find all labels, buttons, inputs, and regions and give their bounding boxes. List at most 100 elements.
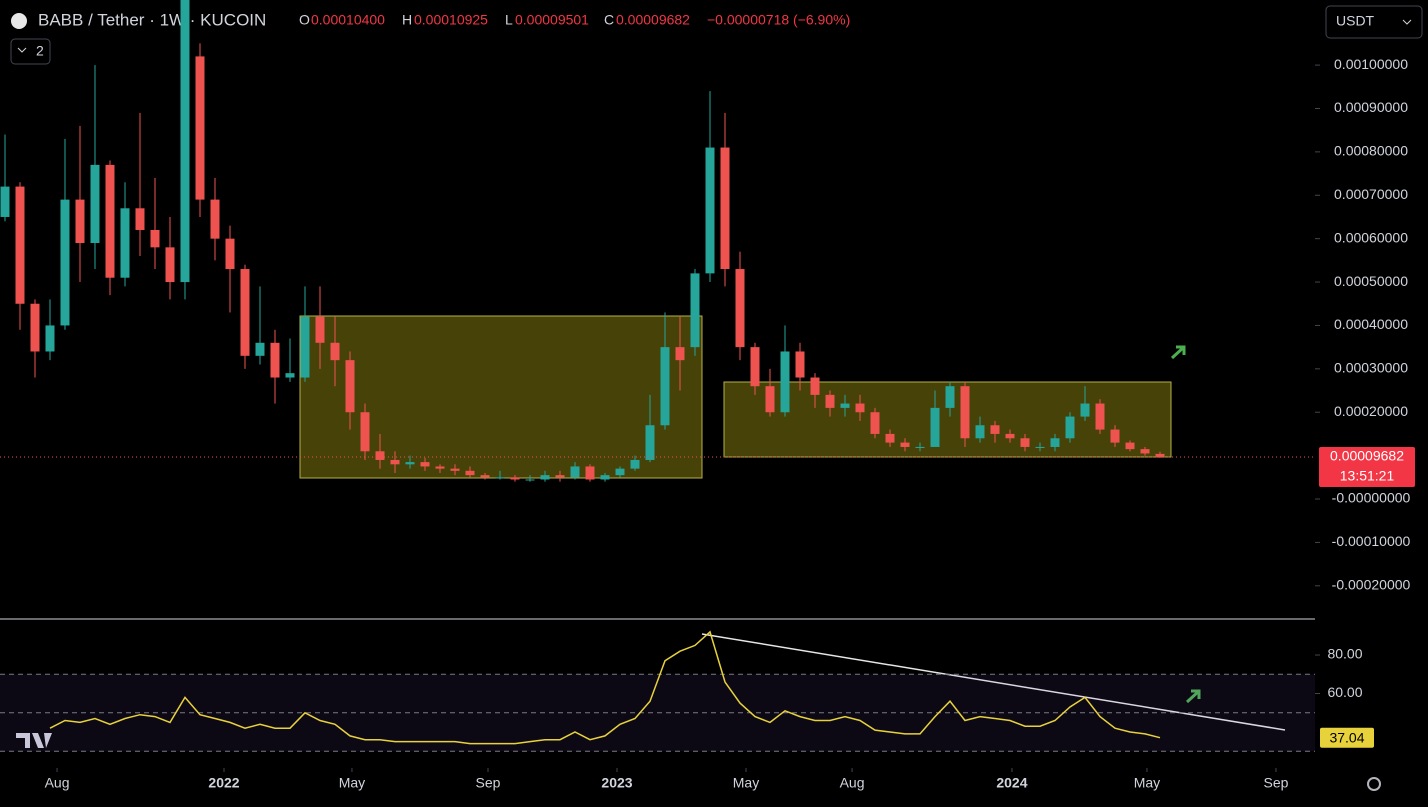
- candle-body: [1155, 453, 1165, 458]
- candle-body: [570, 466, 580, 478]
- x-tick-label: Sep: [1263, 775, 1288, 791]
- candle-body: [15, 186, 25, 304]
- candle-body: [900, 442, 910, 447]
- candle-body: [105, 164, 115, 278]
- candle-body: [420, 462, 430, 467]
- range-box: [299, 315, 703, 479]
- candle-body: [390, 459, 400, 465]
- candle-body: [285, 373, 295, 378]
- symbol-logo: [11, 13, 27, 29]
- x-tick-label: 2024: [996, 775, 1027, 791]
- ohlc-value: 0.00010400: [311, 12, 385, 28]
- candle-body: [225, 238, 235, 270]
- candle-body: [135, 208, 145, 230]
- candle-body: [1140, 449, 1150, 454]
- indicators-toggle[interactable]: [10, 38, 51, 65]
- candle-body: [825, 394, 835, 408]
- tv-logo: [16, 733, 52, 748]
- candle-body: [0, 186, 10, 217]
- y-tick-label: -0.00000000: [1332, 490, 1411, 506]
- change: −0.00000718 (−6.90%): [707, 12, 850, 28]
- x-tick-label: Aug: [45, 775, 70, 791]
- currency-select[interactable]: [1325, 5, 1423, 39]
- y-tick-label: 0.00030000: [1334, 360, 1408, 376]
- candle-body: [1110, 429, 1120, 443]
- candle-body: [150, 229, 160, 248]
- candle-body: [960, 386, 970, 439]
- symbol: BABB / Tether · 1W · KUCOIN: [38, 10, 266, 29]
- candle-body: [90, 164, 100, 243]
- chevron: [1402, 19, 1412, 25]
- candle-body: [435, 466, 445, 469]
- y-tick-label: 0.00090000: [1334, 99, 1408, 115]
- candle-body: [1080, 403, 1090, 417]
- candle-body: [615, 468, 625, 476]
- candle-body: [480, 475, 490, 478]
- candle-body: [675, 347, 685, 361]
- arrow-icon: [1170, 345, 1186, 360]
- candle-body: [930, 407, 940, 447]
- x-tick-label: May: [1134, 775, 1160, 791]
- x-tick-label: Aug: [840, 775, 865, 791]
- candle-body: [1125, 442, 1135, 450]
- candle-body: [1065, 416, 1075, 439]
- settings-icon[interactable]: [1367, 777, 1381, 791]
- candle-body: [510, 477, 520, 480]
- candle-body: [1095, 403, 1105, 430]
- countdown: 13:51:21: [1340, 468, 1395, 484]
- y-tick-label: 0.00050000: [1334, 273, 1408, 289]
- y-tick-label: 0.00100000: [1334, 56, 1408, 72]
- candle-body: [1005, 433, 1015, 439]
- rsi-line: [49, 630, 1161, 745]
- candle-body: [375, 451, 385, 460]
- candle-body: [270, 342, 280, 378]
- candle-body: [45, 325, 55, 352]
- y-tick-label: 0.00060000: [1334, 229, 1408, 245]
- arrow-icon: [1185, 689, 1201, 704]
- y-tick-label: 80.00: [1327, 646, 1362, 662]
- last-price-label: 0.00009682: [1330, 448, 1404, 464]
- y-tick-label: -0.00010000: [1332, 533, 1411, 549]
- y-tick-label: 0.00080000: [1334, 143, 1408, 159]
- candles: [0, 0, 1165, 482]
- candle-body: [1050, 438, 1060, 447]
- y-tick-label: -0.00020000: [1332, 577, 1411, 593]
- currency: USDT: [1336, 13, 1375, 29]
- ohlc-value: 0.00009501: [515, 12, 589, 28]
- candle-body: [660, 347, 670, 426]
- x-tick-label: May: [733, 775, 759, 791]
- rsi-value-label: 37.04: [1329, 729, 1364, 745]
- ohlc-key: L: [505, 12, 513, 28]
- ohlc-key: C: [604, 12, 614, 28]
- candle-body: [315, 316, 325, 343]
- candle-body: [810, 377, 820, 395]
- candle-body: [525, 479, 535, 481]
- candle-body: [720, 147, 730, 270]
- candle-body: [855, 403, 865, 413]
- x-tick-label: May: [339, 775, 365, 791]
- candle-body: [120, 208, 130, 278]
- candle-body: [465, 470, 475, 476]
- candle-body: [210, 199, 220, 239]
- candle-body: [915, 446, 925, 448]
- y-tick-label: 0.00070000: [1334, 186, 1408, 202]
- indicator-count: 2: [36, 43, 44, 59]
- candle-body: [765, 386, 775, 413]
- candle-body: [690, 273, 700, 348]
- y-tick-label: 0.00040000: [1334, 316, 1408, 332]
- candle-body: [60, 199, 70, 326]
- candle-body: [495, 477, 505, 479]
- candle-body: [300, 316, 310, 378]
- ohlc-key: O: [299, 12, 310, 28]
- candle-body: [345, 360, 355, 413]
- candle-body: [600, 475, 610, 480]
- candle-body: [780, 351, 790, 413]
- candle-body: [990, 425, 1000, 434]
- x-tick-label: Sep: [476, 775, 501, 791]
- candle-body: [630, 459, 640, 469]
- candle-body: [30, 303, 40, 352]
- chevron: [17, 47, 27, 53]
- candle-body: [945, 386, 955, 408]
